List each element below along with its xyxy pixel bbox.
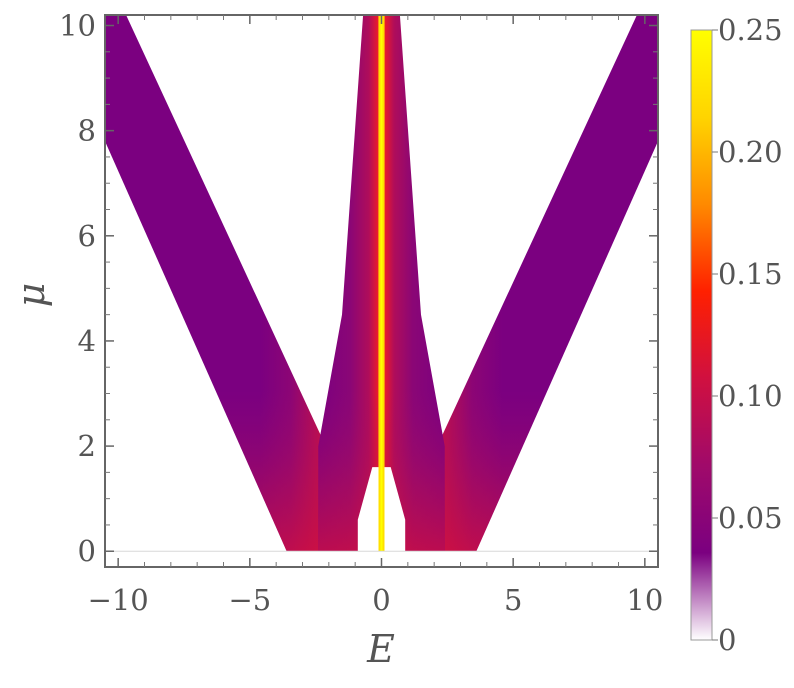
x-tick-label: 10 xyxy=(626,583,663,617)
y-tick-label: 2 xyxy=(78,429,96,463)
y-tick-label: 4 xyxy=(78,324,96,358)
colorbar-tick-labels: 0 0.05 0.10 0.15 0.20 0.25 xyxy=(718,13,783,657)
y-tick-label: 0 xyxy=(78,534,96,568)
colorbar-tick-label: 0.25 xyxy=(718,13,783,47)
plot-area xyxy=(104,14,659,568)
region-overlay-left-outer-band xyxy=(105,15,321,552)
colorbar-tick-label: 0.10 xyxy=(718,379,783,413)
y-tick-label: 6 xyxy=(78,219,96,253)
region-overlay-right-outer-band xyxy=(442,15,658,552)
colorbar: 0 0.05 0.10 0.15 0.20 0.25 xyxy=(690,13,783,657)
x-tick-label: 5 xyxy=(504,583,522,617)
tick-marks xyxy=(105,15,658,567)
colorbar-tick-label: 0 xyxy=(718,623,736,657)
colorbar-tick-label: 0.15 xyxy=(718,257,783,291)
y-tick-label: 8 xyxy=(78,114,96,148)
y-axis-title: μ xyxy=(9,283,53,308)
colorbar-ticks xyxy=(712,29,718,641)
x-tick-label: −10 xyxy=(88,583,149,617)
x-axis-title: E xyxy=(366,627,395,671)
y-tick-labels: 0 2 4 6 8 10 xyxy=(59,9,96,569)
colorbar-tick-label: 0.05 xyxy=(718,501,783,535)
y-tick-label: 10 xyxy=(59,9,96,43)
x-tick-labels: −10 −5 0 5 10 xyxy=(88,583,664,617)
colorbar-tick-label: 0.20 xyxy=(718,135,783,169)
x-tick-label: 0 xyxy=(372,583,390,617)
colorbar-gradient xyxy=(690,29,713,641)
heatmap-regions xyxy=(105,15,658,567)
x-tick-label: −5 xyxy=(228,583,271,617)
